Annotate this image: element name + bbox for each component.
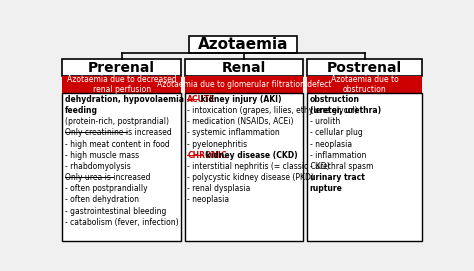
Text: Azotaemia due to glomerular filtration defect: Azotaemia due to glomerular filtration d… bbox=[157, 80, 331, 89]
Text: Azotaemia due to decreased
renal perfusion: Azotaemia due to decreased renal perfusi… bbox=[67, 75, 176, 94]
Text: Azotaemia: Azotaemia bbox=[198, 37, 288, 52]
Text: - often postprandially: - often postprandially bbox=[64, 184, 147, 193]
FancyBboxPatch shape bbox=[189, 36, 297, 53]
Text: - pyelonephritis: - pyelonephritis bbox=[187, 140, 247, 149]
Text: - gastrointestinal bleeding: - gastrointestinal bleeding bbox=[64, 207, 166, 215]
Text: - high meat content in food: - high meat content in food bbox=[64, 140, 169, 149]
Text: (protein-rich, postprandial): (protein-rich, postprandial) bbox=[64, 117, 169, 126]
Text: kidney disease (CKD): kidney disease (CKD) bbox=[203, 151, 297, 160]
Text: - intoxication (grapes, lilies, ethylene glycol): - intoxication (grapes, lilies, ethylene… bbox=[187, 106, 358, 115]
FancyBboxPatch shape bbox=[185, 76, 303, 93]
Text: - catabolism (fever, infection): - catabolism (fever, infection) bbox=[64, 218, 178, 227]
Text: obstruction: obstruction bbox=[310, 95, 360, 104]
FancyBboxPatch shape bbox=[185, 93, 303, 241]
Text: (ureter, urethra): (ureter, urethra) bbox=[310, 106, 381, 115]
Text: - urethral spasm: - urethral spasm bbox=[310, 162, 373, 171]
Text: - urolith: - urolith bbox=[310, 117, 340, 126]
Text: CHRONIC: CHRONIC bbox=[187, 151, 227, 160]
Text: - cellular plug: - cellular plug bbox=[310, 128, 362, 137]
Text: rupture: rupture bbox=[310, 184, 342, 193]
FancyBboxPatch shape bbox=[63, 93, 181, 241]
FancyBboxPatch shape bbox=[63, 76, 181, 93]
Text: - medication (NSAIDs, ACEi): - medication (NSAIDs, ACEi) bbox=[187, 117, 293, 126]
Text: urinary tract: urinary tract bbox=[310, 173, 365, 182]
Text: Renal: Renal bbox=[222, 61, 266, 75]
Text: feeding: feeding bbox=[64, 106, 98, 115]
Text: - renal dysplasia: - renal dysplasia bbox=[187, 184, 250, 193]
Text: - systemic inflammation: - systemic inflammation bbox=[187, 128, 280, 137]
Text: - interstitial nephritis (= classic CKD): - interstitial nephritis (= classic CKD) bbox=[187, 162, 330, 171]
FancyBboxPatch shape bbox=[307, 76, 422, 93]
Text: - polycystic kidney disease (PKD): - polycystic kidney disease (PKD) bbox=[187, 173, 314, 182]
Text: Prerenal: Prerenal bbox=[88, 61, 155, 75]
Text: Only urea is increased: Only urea is increased bbox=[64, 173, 150, 182]
Text: - high muscle mass: - high muscle mass bbox=[64, 151, 139, 160]
Text: - often dehydration: - often dehydration bbox=[64, 195, 139, 204]
Text: - neoplasia: - neoplasia bbox=[187, 195, 229, 204]
FancyBboxPatch shape bbox=[307, 93, 422, 241]
Text: ACUTE: ACUTE bbox=[187, 95, 216, 104]
Text: - neoplasia: - neoplasia bbox=[310, 140, 352, 149]
FancyBboxPatch shape bbox=[63, 59, 181, 76]
Text: Only creatinine is increased: Only creatinine is increased bbox=[64, 128, 172, 137]
Text: kidney injury (AKI): kidney injury (AKI) bbox=[198, 95, 282, 104]
FancyBboxPatch shape bbox=[185, 59, 303, 76]
Text: - inflammation: - inflammation bbox=[310, 151, 366, 160]
Text: Postrenal: Postrenal bbox=[327, 61, 402, 75]
FancyBboxPatch shape bbox=[307, 59, 422, 76]
Text: Azotaemia due to
obstruction: Azotaemia due to obstruction bbox=[331, 75, 399, 94]
Text: - rhabdomyolysis: - rhabdomyolysis bbox=[64, 162, 130, 171]
Text: dehydration, hypovolaemia: dehydration, hypovolaemia bbox=[64, 95, 184, 104]
